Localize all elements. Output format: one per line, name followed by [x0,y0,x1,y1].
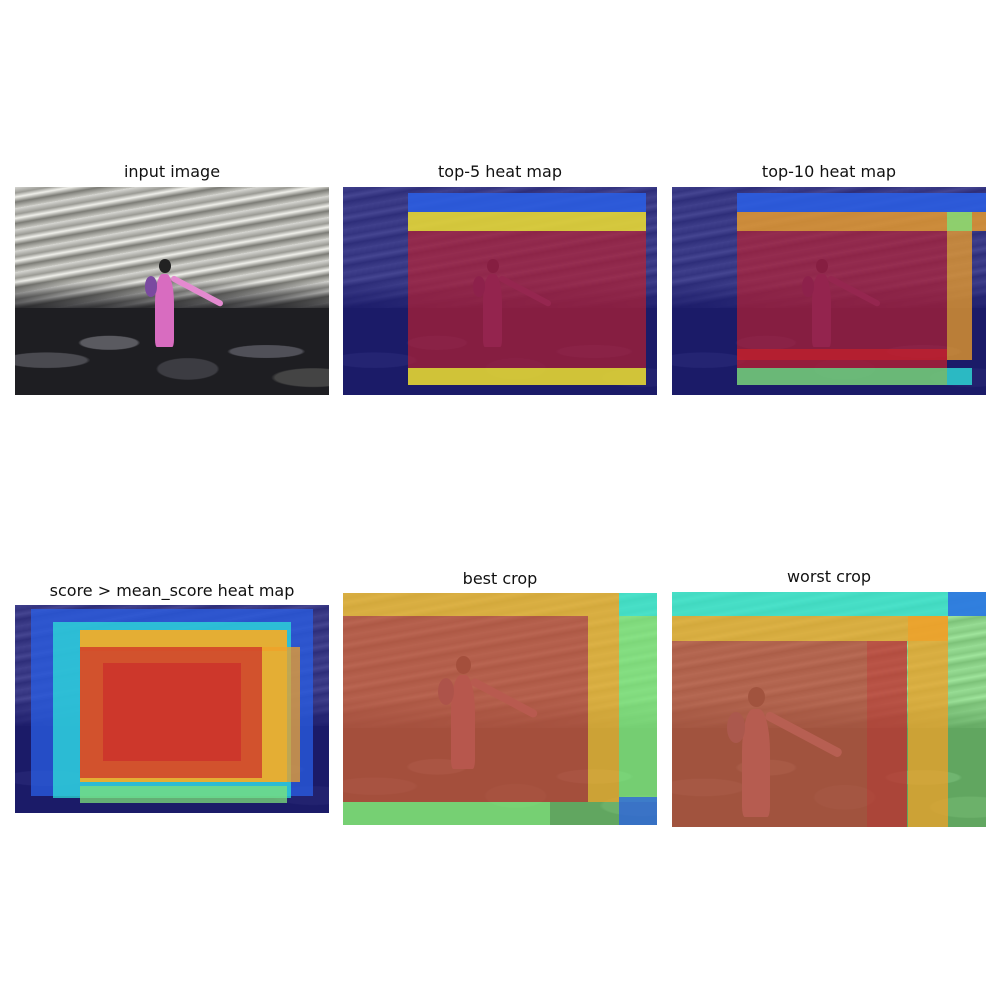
heat-cell [79,629,288,651]
heat-cell [736,367,947,385]
heat-cell [736,349,947,368]
heat-cell [619,797,657,825]
panel-image [343,187,657,395]
heat-cell [343,616,588,802]
heat-cell [79,785,288,803]
panel-image [672,187,986,395]
heat-cell [672,592,986,616]
heat-cell [672,615,949,642]
panel-image [15,187,329,395]
heat-cell [407,230,646,368]
heat-map-overlay [343,593,657,825]
heat-cell [102,663,242,761]
panel-image [15,605,329,813]
heat-cell [736,230,947,360]
heat-cell [672,641,867,827]
heat-cell [736,211,986,231]
panel-title: best crop [462,569,538,588]
panel-title: top-10 heat map [761,162,897,181]
panel-image [343,593,657,825]
panel-image [672,592,986,827]
heat-cell [946,367,972,385]
heat-cell [946,230,972,360]
heat-map-overlay [15,605,329,813]
heat-map-overlay [672,187,986,395]
heat-cell [407,367,646,385]
heat-cell [948,592,986,616]
panel-title: input image [123,162,221,181]
heat-cell [866,641,908,827]
heat-cell [946,211,972,231]
heat-cell [587,616,620,802]
heat-cell [343,801,551,825]
heat-map-overlay [672,592,986,827]
panel-title: worst crop [786,567,872,586]
panel-title: top-5 heat map [438,162,562,181]
heat-cell [619,616,657,802]
heat-cell [619,593,657,617]
heat-cell [343,593,620,617]
heat-cell [407,193,646,212]
heat-map-overlay [343,187,657,395]
panel-title: score > mean_score heat map [49,581,295,600]
heat-cell [407,211,646,231]
heat-cell [907,615,949,827]
heat-cell [736,193,986,212]
